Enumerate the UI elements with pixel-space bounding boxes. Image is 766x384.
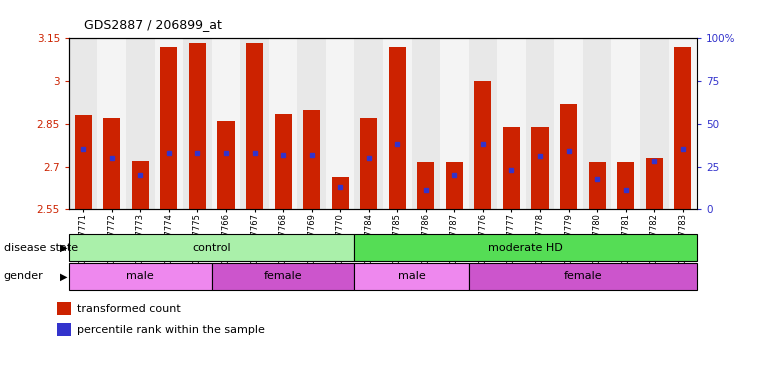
Bar [383,38,411,209]
Text: transformed count: transformed count [77,304,180,314]
Text: moderate HD: moderate HD [489,243,563,253]
Bar [218,121,234,209]
Bar [211,38,241,209]
Bar [132,161,149,209]
Bar [57,302,70,315]
Bar [69,234,355,261]
Bar [246,43,263,209]
Bar [74,115,92,209]
Bar [532,127,548,209]
Bar [525,38,555,209]
Bar [588,162,606,209]
Bar [560,104,577,209]
Bar [218,121,234,209]
Bar [474,81,492,209]
Bar [160,47,178,209]
Text: male: male [398,271,425,281]
Bar [646,158,663,209]
Bar [674,47,692,209]
Bar [132,161,149,209]
Bar [583,38,611,209]
Bar [388,47,406,209]
Bar [560,104,577,209]
Bar [469,263,697,290]
Bar [503,127,520,209]
Bar [183,38,211,209]
Bar [103,118,120,209]
Bar [555,38,583,209]
Bar [497,38,525,209]
Text: GDS2887 / 206899_at: GDS2887 / 206899_at [84,18,222,31]
Bar [160,47,178,209]
Bar [669,38,697,209]
Bar [332,177,349,209]
Bar [69,263,211,290]
Bar [611,38,640,209]
Text: percentile rank within the sample: percentile rank within the sample [77,325,264,335]
Bar [446,162,463,209]
Bar [246,43,263,209]
Text: female: female [264,271,303,281]
Bar [469,38,497,209]
Bar [617,162,634,209]
Bar [588,162,606,209]
Bar [674,47,692,209]
Bar [440,38,469,209]
Bar [189,43,206,209]
Bar [355,263,469,290]
Bar [57,323,70,336]
Bar [326,38,355,209]
Bar [532,127,548,209]
Bar [360,118,378,209]
Bar [388,47,406,209]
Text: gender: gender [4,271,44,281]
Text: disease state: disease state [4,243,78,253]
Bar [274,114,292,209]
Bar [355,234,697,261]
Bar [411,38,440,209]
Bar [155,38,183,209]
Bar [74,115,92,209]
Bar [446,162,463,209]
Bar [417,162,434,209]
Bar [503,127,520,209]
Bar [69,38,97,209]
Bar [355,38,383,209]
Bar [646,158,663,209]
Bar [474,81,492,209]
Text: female: female [564,271,602,281]
Text: ▶: ▶ [60,271,67,281]
Bar [360,118,378,209]
Bar [269,38,297,209]
Bar [241,38,269,209]
Bar [211,263,355,290]
Bar [303,109,320,209]
Bar [617,162,634,209]
Bar [297,38,326,209]
Bar [303,109,320,209]
Bar [274,114,292,209]
Bar [97,38,126,209]
Text: male: male [126,271,154,281]
Bar [417,162,434,209]
Bar [640,38,669,209]
Bar [126,38,155,209]
Bar [103,118,120,209]
Text: ▶: ▶ [60,243,67,253]
Bar [189,43,206,209]
Bar [332,177,349,209]
Text: control: control [192,243,231,253]
